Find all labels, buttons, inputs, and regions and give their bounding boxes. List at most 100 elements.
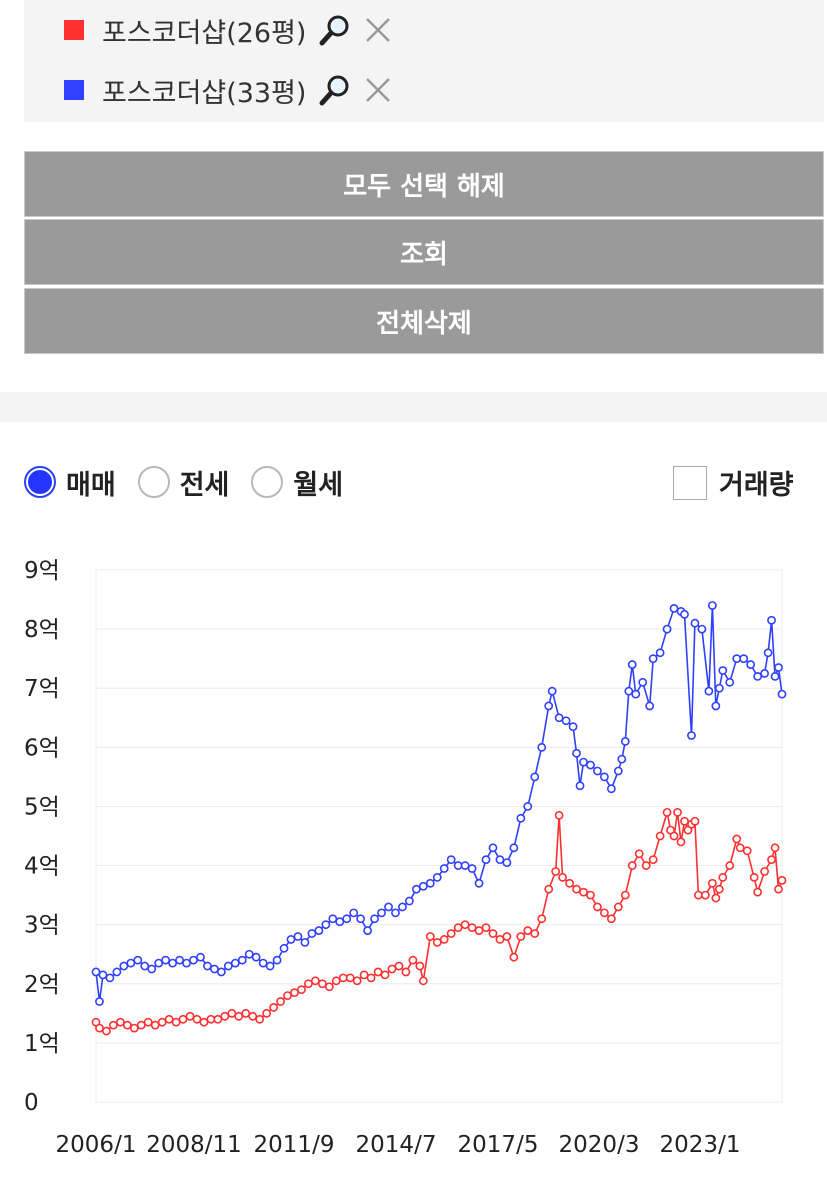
data-point (467, 864, 477, 873)
data-point (600, 772, 609, 782)
data-point (662, 807, 672, 817)
data-point (474, 878, 484, 888)
data-point (203, 961, 212, 971)
data-point (544, 884, 554, 894)
delete-all-button[interactable]: 전체삭제 (24, 288, 824, 354)
x-tick-label: 2023/1 (660, 1132, 741, 1158)
close-icon[interactable] (364, 76, 392, 104)
y-tick-label: 7억 (24, 676, 60, 702)
data-point (777, 689, 787, 699)
data-point (687, 731, 696, 740)
data-point (394, 961, 404, 971)
data-point (387, 964, 397, 974)
data-point (342, 914, 352, 924)
data-point (189, 955, 198, 965)
data-point (742, 846, 752, 856)
radio-unchecked-icon (251, 466, 284, 498)
data-point (767, 615, 776, 625)
data-point (105, 973, 115, 983)
data-point (516, 813, 526, 823)
data-point (606, 914, 616, 924)
data-point (634, 849, 644, 859)
x-tick-label: 2011/9 (254, 1132, 335, 1158)
data-point (446, 855, 456, 865)
data-point (425, 878, 435, 888)
close-icon[interactable] (364, 16, 392, 44)
data-point (182, 958, 191, 968)
data-point (300, 937, 310, 947)
radio-sale[interactable]: 매매 (24, 463, 116, 502)
data-point (199, 1017, 209, 1027)
data-point (95, 1023, 104, 1033)
data-point (770, 671, 780, 681)
data-point (460, 861, 470, 870)
data-point (537, 742, 547, 752)
data-point (453, 923, 463, 933)
data-point (697, 624, 707, 634)
data-point (356, 914, 366, 924)
data-point (648, 855, 658, 865)
data-point (418, 976, 428, 986)
data-point (753, 887, 763, 897)
radio-monthly-rent[interactable]: 월세 (251, 463, 343, 502)
data-point (579, 757, 588, 767)
data-point (572, 884, 581, 894)
data-point (613, 766, 623, 776)
data-point (258, 958, 268, 968)
volume-checkbox[interactable]: 거래량 (673, 463, 794, 502)
data-point (196, 952, 205, 962)
data-point (669, 831, 679, 841)
data-point (272, 955, 282, 965)
data-point (586, 890, 595, 900)
data-point (760, 867, 769, 876)
x-tick-label: 2017/5 (458, 1132, 539, 1158)
data-point (432, 937, 442, 947)
data-point (523, 926, 533, 935)
search-button[interactable]: 조회 (24, 219, 824, 285)
data-point (554, 713, 564, 723)
data-point (707, 878, 717, 888)
data-point (627, 660, 637, 669)
data-point (185, 1011, 195, 1021)
data-point (655, 831, 665, 841)
data-point (251, 952, 261, 962)
data-point (446, 929, 456, 938)
data-point (335, 917, 345, 927)
data-point (352, 976, 362, 986)
data-point (763, 648, 773, 658)
data-point (248, 1011, 258, 1021)
x-tick-label: 2008/11 (146, 1132, 242, 1158)
checkbox-icon (673, 465, 707, 500)
data-point (704, 686, 714, 696)
data-point (209, 964, 219, 974)
y-tick-label: 2억 (24, 972, 60, 998)
data-point (777, 875, 787, 885)
data-point (481, 923, 491, 933)
x-tick-label: 2006/1 (56, 1132, 137, 1158)
magnifier-icon[interactable] (318, 73, 352, 107)
data-point (439, 935, 449, 944)
data-point (349, 908, 359, 918)
data-point (617, 754, 627, 764)
magnifier-icon[interactable] (318, 13, 352, 47)
data-point (304, 979, 313, 989)
data-point (102, 1026, 111, 1036)
y-tick-label: 1억 (24, 1031, 60, 1057)
data-point (171, 1017, 181, 1027)
deselect-all-button[interactable]: 모두 선택 해제 (24, 151, 824, 217)
data-point (91, 967, 101, 977)
radio-jeonse-label: 전세 (179, 469, 230, 501)
data-point (178, 1014, 188, 1024)
plot-area (95, 569, 783, 1103)
data-point (143, 1017, 153, 1027)
data-point (262, 1008, 272, 1018)
data-point (147, 964, 157, 974)
data-point (645, 701, 655, 711)
price-line-chart: 0 1억 2억 3억 4억 5억 6억 7억 8억 9억 2006/1 2008/11 2011/9 20… (24, 558, 787, 1158)
data-point (405, 896, 414, 906)
data-point (624, 686, 634, 696)
data-point (735, 843, 745, 853)
data-point (488, 929, 498, 938)
radio-jeonse[interactable]: 전세 (137, 463, 230, 502)
data-point (290, 988, 299, 998)
